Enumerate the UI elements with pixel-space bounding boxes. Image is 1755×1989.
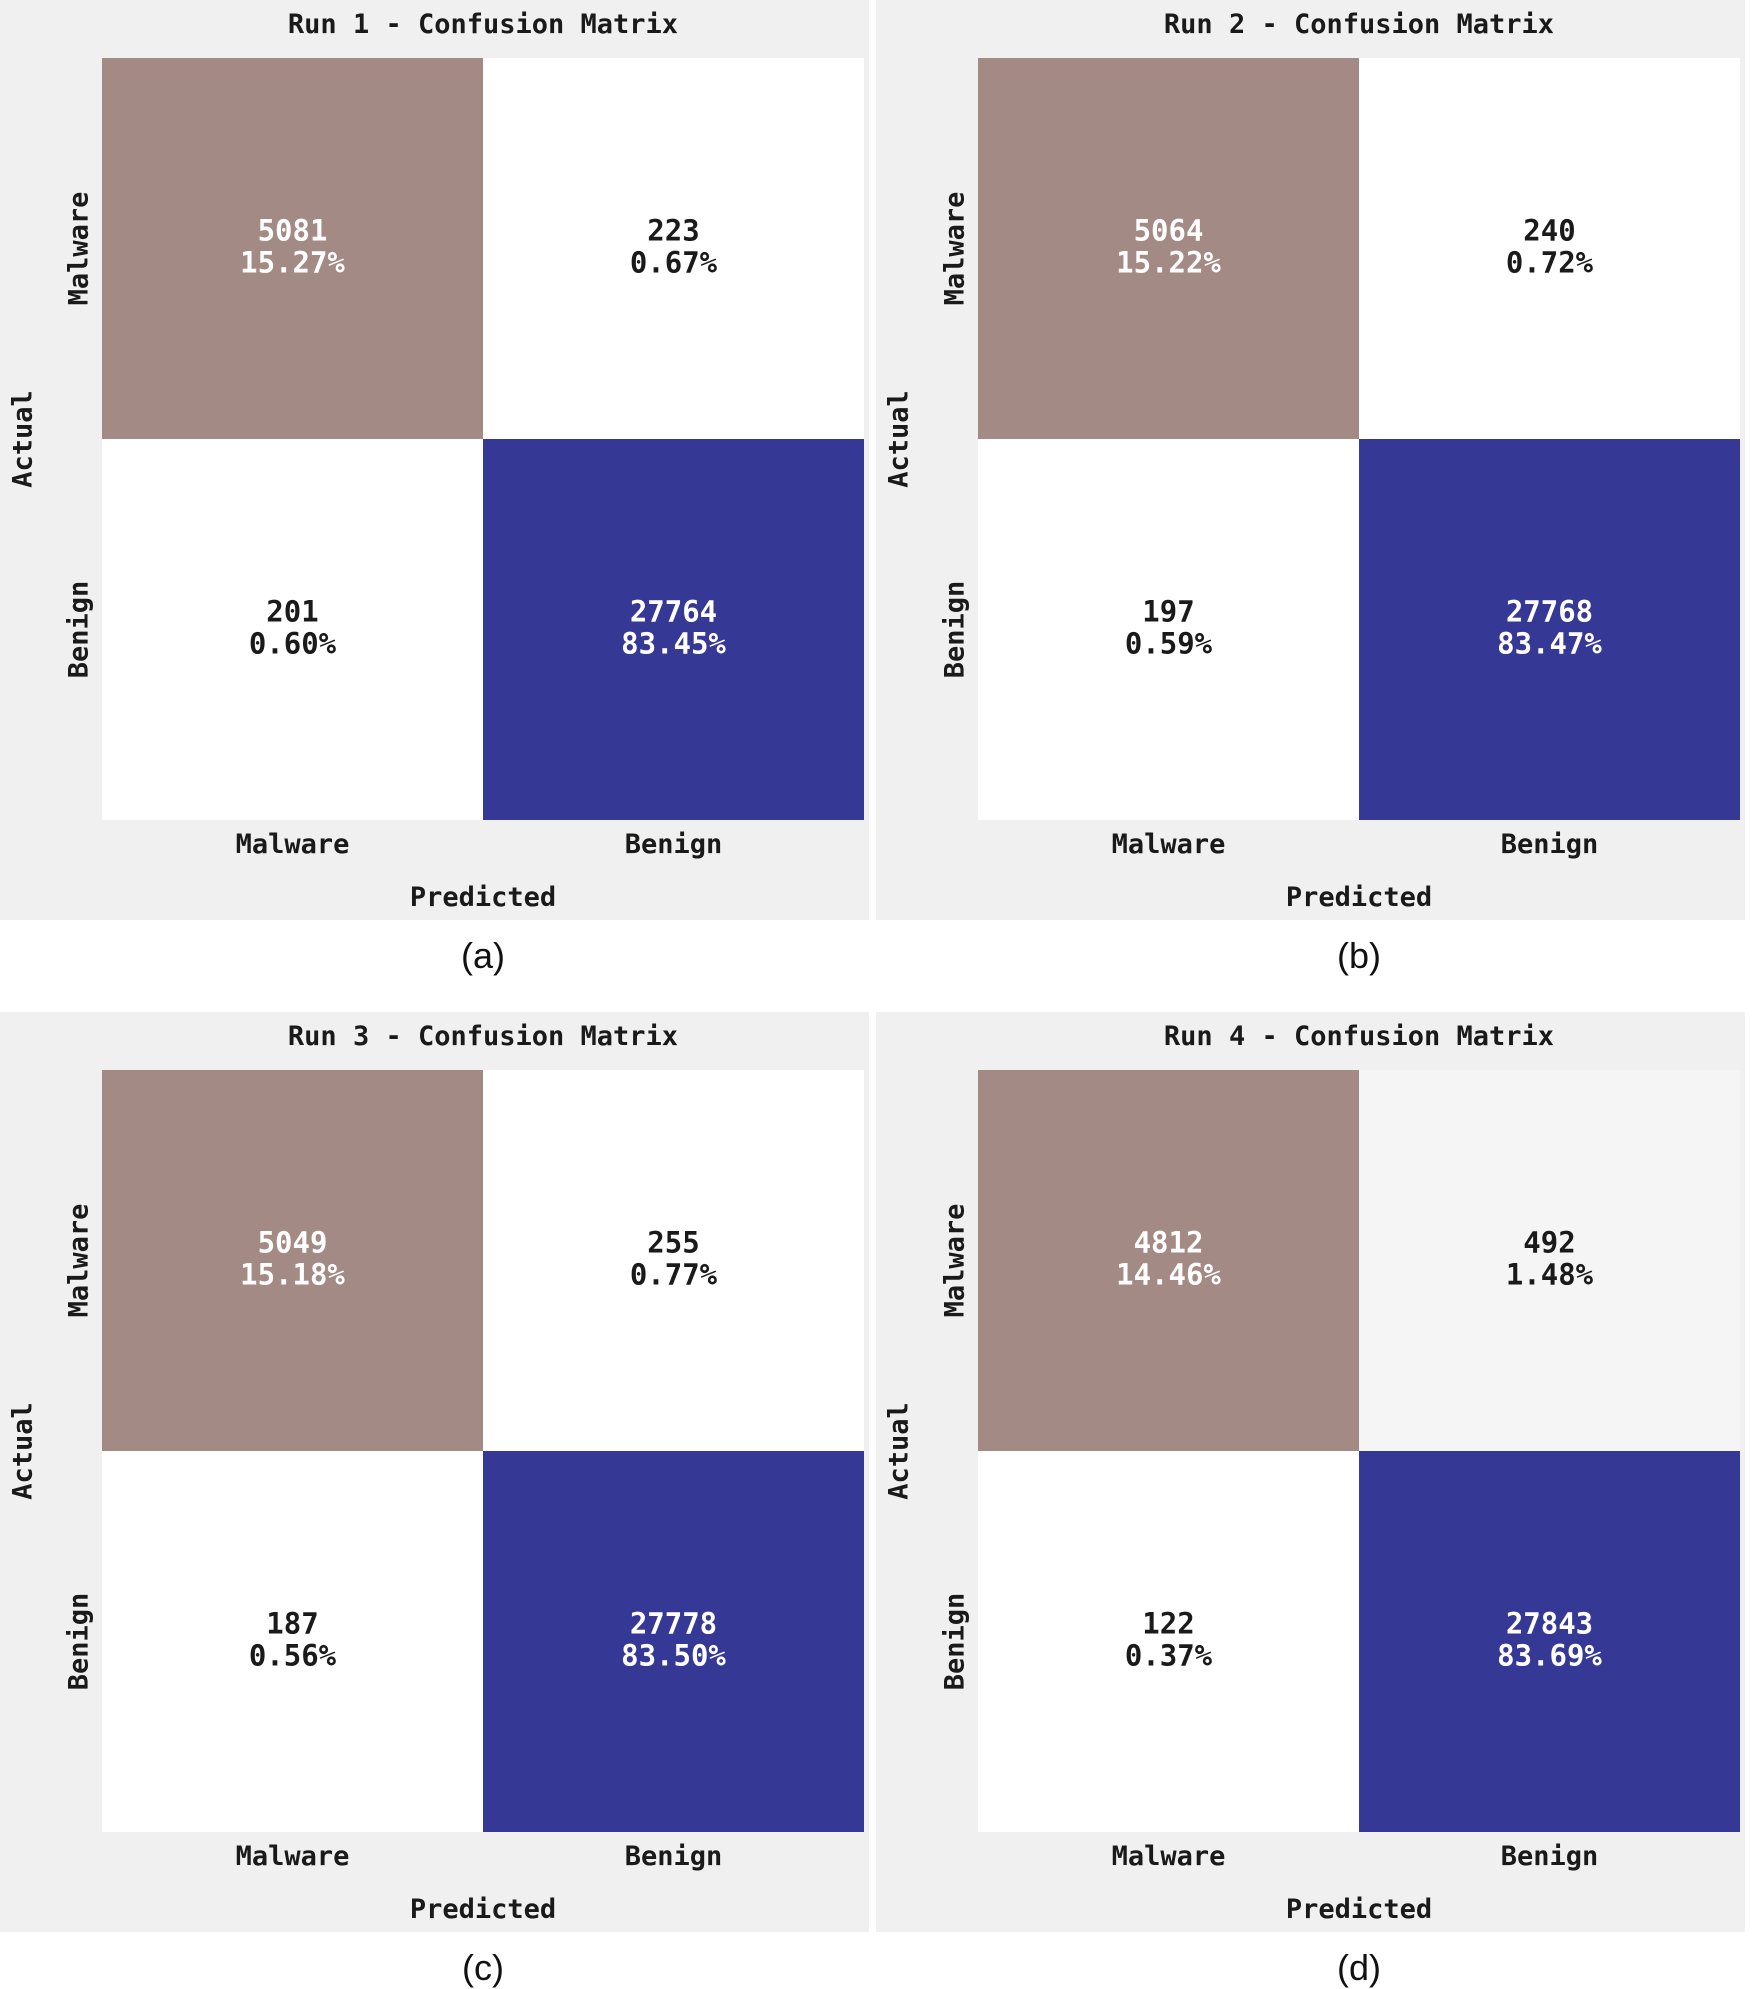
heatmap-cell [978,58,1359,439]
cell-percentage-label: 0.37% [1125,1639,1213,1673]
panel-caption: (a) [461,935,505,976]
heatmap-cell [1359,439,1740,820]
cell-count-label: 197 [1142,595,1194,629]
cell-count-label: 27843 [1506,1607,1593,1641]
y-axis-label: Actual [884,1402,915,1500]
chart-title: Run 2 - Confusion Matrix [1164,9,1554,40]
y-tick-label: Malware [64,1204,95,1318]
cell-percentage-label: 0.59% [1125,627,1213,661]
x-tick-label: Malware [236,1841,350,1872]
heatmap-cell [483,1451,864,1832]
cell-percentage-label: 1.48% [1506,1258,1594,1292]
x-tick-label: Malware [236,829,350,860]
cell-percentage-label: 83.45% [621,627,726,661]
cell-count-label: 5049 [258,1226,328,1260]
heatmap-cell [1359,58,1740,439]
cell-percentage-label: 0.60% [249,627,337,661]
y-tick-label: Benign [64,1593,95,1691]
x-tick-label: Benign [625,829,723,860]
panel-caption: (c) [462,1947,504,1988]
heatmap-cell [102,1070,483,1451]
cell-percentage-label: 83.47% [1497,627,1602,661]
heatmap-cell [1359,1451,1740,1832]
cell-count-label: 27778 [630,1607,717,1641]
y-tick-label: Malware [64,192,95,306]
y-axis-label: Actual [8,1402,39,1500]
cell-percentage-label: 15.22% [1116,246,1221,280]
x-tick-label: Malware [1112,1841,1226,1872]
cell-percentage-label: 0.72% [1506,246,1594,280]
heatmap-cell [102,1451,483,1832]
x-axis-label: Predicted [1286,882,1432,913]
x-tick-label: Benign [1501,829,1599,860]
heatmap-cell [102,439,483,820]
heatmap-cell [978,1451,1359,1832]
x-tick-label: Benign [1501,1841,1599,1872]
cell-count-label: 255 [647,1226,699,1260]
y-tick-label: Benign [940,581,971,679]
cell-count-label: 122 [1142,1607,1194,1641]
cell-count-label: 223 [647,214,699,248]
cell-count-label: 27768 [1506,595,1593,629]
heatmap-cell [1359,1070,1740,1451]
x-axis-label: Predicted [410,1894,556,1925]
cell-count-label: 27764 [630,595,717,629]
chart-title: Run 4 - Confusion Matrix [1164,1021,1554,1052]
panel-caption: (d) [1337,1947,1381,1988]
chart-title: Run 1 - Confusion Matrix [288,9,678,40]
x-tick-label: Benign [625,1841,723,1872]
heatmap-cell [483,439,864,820]
cell-percentage-label: 15.27% [240,246,345,280]
cell-count-label: 5081 [258,214,328,248]
x-axis-label: Predicted [410,882,556,913]
x-axis-label: Predicted [1286,1894,1432,1925]
y-tick-label: Malware [940,192,971,306]
cell-count-label: 240 [1523,214,1575,248]
cell-count-label: 4812 [1134,1226,1204,1260]
heatmap-cell [102,58,483,439]
cell-percentage-label: 14.46% [1116,1258,1221,1292]
confusion-matrix-panel-1: Run 1 - Confusion Matrix508115.27%2230.6… [0,0,869,976]
x-tick-label: Malware [1112,829,1226,860]
cell-count-label: 187 [266,1607,318,1641]
cell-percentage-label: 0.67% [630,246,718,280]
y-tick-label: Malware [940,1204,971,1318]
y-axis-label: Actual [884,390,915,488]
cell-percentage-label: 83.69% [1497,1639,1602,1673]
heatmap-cell [483,58,864,439]
heatmap-cell [978,1070,1359,1451]
y-axis-label: Actual [8,390,39,488]
y-tick-label: Benign [940,1593,971,1691]
cell-percentage-label: 15.18% [240,1258,345,1292]
chart-title: Run 3 - Confusion Matrix [288,1021,678,1052]
cell-count-label: 201 [266,595,318,629]
cell-percentage-label: 83.50% [621,1639,726,1673]
cell-percentage-label: 0.77% [630,1258,718,1292]
heatmap-cell [978,439,1359,820]
cell-count-label: 5064 [1134,214,1204,248]
panel-caption: (b) [1337,935,1381,976]
cell-count-label: 492 [1523,1226,1575,1260]
y-tick-label: Benign [64,581,95,679]
cell-percentage-label: 0.56% [249,1639,337,1673]
heatmap-cell [483,1070,864,1451]
